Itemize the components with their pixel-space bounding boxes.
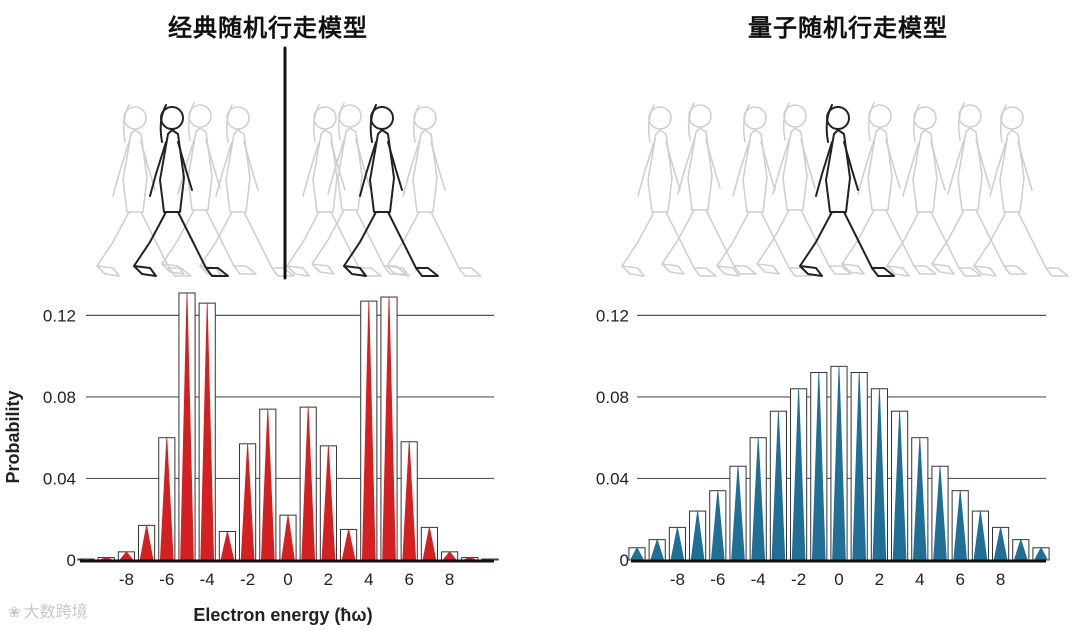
x-tick-label: 8	[996, 570, 1005, 589]
x-tick-label: 0	[283, 570, 292, 589]
y-tick-label: 0.04	[596, 469, 629, 488]
classical-walk-title: 经典随机行走模型	[168, 13, 368, 42]
x-tick-label: -4	[200, 570, 215, 589]
x-tick-label: 8	[445, 570, 454, 589]
watermark: ❀ 大数跨境	[8, 602, 88, 621]
quantum-probability-chart: 0 0.04 0.08 0.12 -8 -6 -4 -2 0 2 4 6 8	[596, 306, 1050, 589]
y-tick-label: 0.12	[43, 306, 76, 325]
y-axis-title: Probability	[3, 390, 23, 483]
x-axis-title: Electron energy (ħω)	[193, 605, 372, 625]
x-tick-label: -4	[751, 570, 766, 589]
x-tick-label: -8	[119, 570, 134, 589]
classical-walkers-illustration	[96, 46, 482, 280]
x-tick-label: -6	[159, 570, 174, 589]
x-tick-label: -2	[791, 570, 806, 589]
x-tick-label: 4	[915, 570, 924, 589]
x-tick-label: 6	[404, 570, 413, 589]
x-tick-label: -6	[710, 570, 725, 589]
y-tick-label: 0.04	[43, 469, 76, 488]
x-tick-label: 6	[955, 570, 964, 589]
y-tick-label: 0.08	[43, 388, 76, 407]
x-tick-label: 2	[324, 570, 333, 589]
x-tick-label: 4	[364, 570, 373, 589]
x-tick-label: 0	[834, 570, 843, 589]
x-tick-label: -2	[240, 570, 255, 589]
x-tick-label: 2	[875, 570, 884, 589]
quantum-walkers-illustration	[621, 102, 1069, 277]
x-tick-label: -8	[670, 570, 685, 589]
classical-probability-chart: 0 0.04 0.08 0.12 -8 -6 -4 -2 0 2 4 6 8 Electron ener…	[3, 292, 499, 625]
quantum-walk-title: 量子随机行走模型	[748, 13, 948, 42]
y-tick-label: 0	[620, 551, 629, 570]
watermark-logo-icon: ❀	[8, 603, 21, 621]
y-tick-label: 0.12	[596, 306, 629, 325]
y-tick-label: 0.08	[596, 388, 629, 407]
y-tick-label: 0	[67, 551, 76, 570]
